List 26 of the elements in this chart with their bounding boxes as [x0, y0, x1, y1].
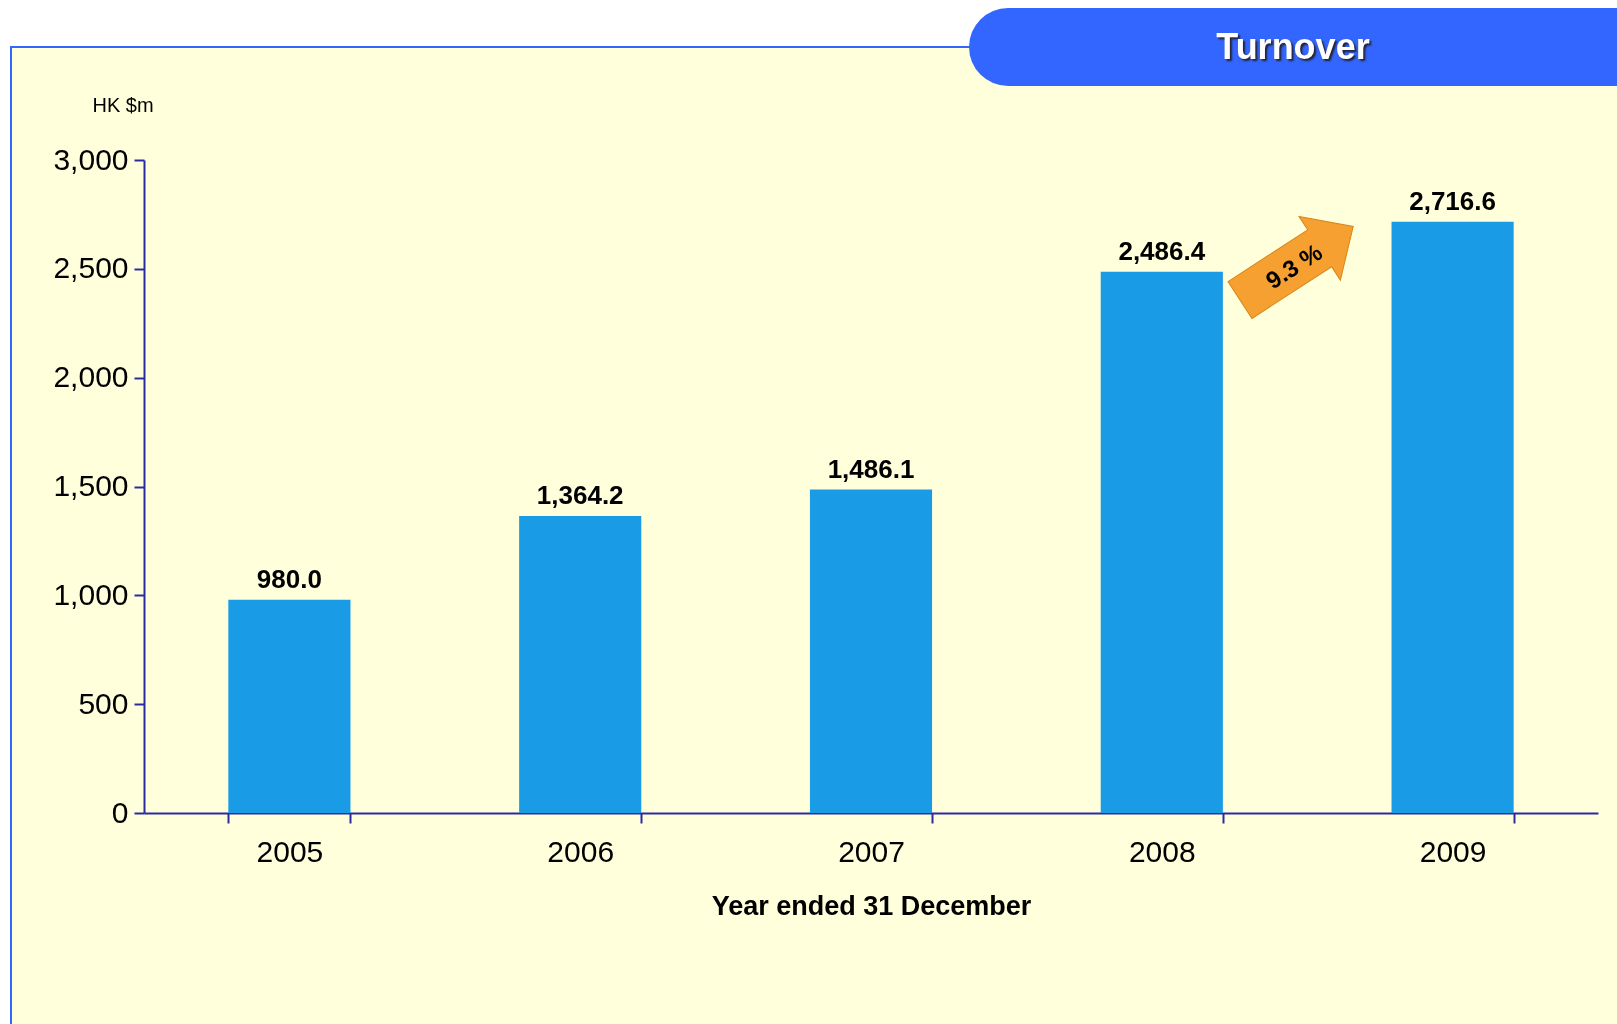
annotation: 9.3 %: [1260, 238, 1327, 295]
y-tick-label: 3,000: [53, 142, 129, 176]
y-tick-label: 500: [78, 686, 129, 720]
x-tick-label: 2007: [838, 834, 905, 868]
bar: [809, 489, 933, 813]
x-tick-label: 2005: [256, 834, 324, 868]
bar: [228, 599, 351, 813]
data-label: 2,716.6: [1409, 185, 1496, 216]
bar: [1391, 221, 1514, 813]
x-tick-label: 2008: [1128, 834, 1196, 868]
y-tick-label: 1,500: [53, 469, 129, 502]
data-label: 1,364.2: [536, 480, 624, 511]
data-label: 1,486.1: [827, 453, 915, 484]
y-tick-label: 1,000: [53, 577, 129, 611]
y-tick-label: 2,500: [53, 251, 129, 285]
bar: [1100, 271, 1223, 813]
chart-title: Turnover: [969, 8, 1617, 86]
y-axis-title: HK $m: [92, 93, 154, 116]
x-tick-label: 2009: [1419, 834, 1487, 868]
data-label: 2,486.4: [1118, 235, 1206, 266]
x-axis-title: Year ended 31 December: [711, 890, 1032, 921]
data-label: 980.0: [256, 563, 322, 594]
y-tick-label: 0: [111, 795, 129, 829]
y-tick-label: 2,000: [53, 360, 129, 394]
x-tick-label: 2006: [547, 834, 615, 868]
bar: [519, 516, 642, 813]
